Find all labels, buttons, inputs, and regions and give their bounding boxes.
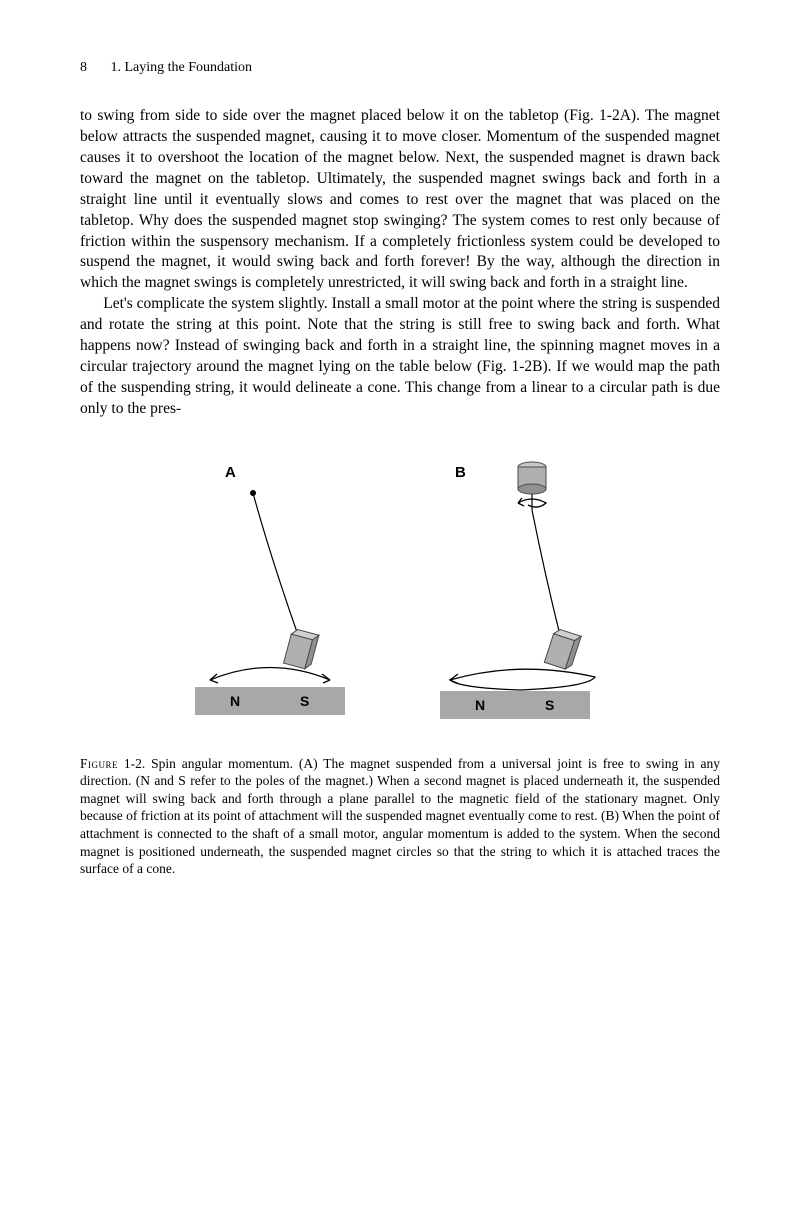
pole-n-b: N	[475, 697, 485, 713]
string-b	[532, 510, 560, 635]
string-a	[253, 493, 298, 635]
suspended-magnet-b	[544, 628, 581, 671]
caption-label: Figure	[80, 756, 118, 771]
motor-icon	[518, 462, 546, 494]
chapter-label: 1. Laying the Foundation	[111, 60, 253, 76]
page-number: 8	[80, 60, 87, 76]
figure-svg: A N S B	[150, 455, 650, 735]
paragraph-2: Let's complicate the system slightly. In…	[80, 294, 720, 420]
panel-label-b: B	[455, 464, 466, 481]
caption-number: 1-2.	[124, 756, 145, 771]
pole-s-a: S	[300, 693, 309, 709]
pole-n-a: N	[230, 693, 240, 709]
page-content: 8 1. Laying the Foundation to swing from…	[0, 0, 800, 951]
panel-label-a: A	[225, 464, 236, 481]
caption-text: Spin angular momentum. (A) The magnet su…	[80, 756, 720, 876]
swing-arc-a	[210, 667, 330, 680]
suspended-magnet-a	[284, 628, 319, 670]
circle-trajectory	[450, 669, 595, 690]
paragraph-1: to swing from side to side over the magn…	[80, 106, 720, 294]
bar-magnet-b	[440, 691, 590, 719]
bar-magnet-a	[195, 687, 345, 715]
figure-caption: Figure 1-2. Spin angular momentum. (A) T…	[80, 755, 720, 878]
figure-1-2: A N S B	[150, 455, 650, 735]
running-header: 8 1. Laying the Foundation	[80, 60, 720, 76]
pole-s-b: S	[545, 697, 554, 713]
